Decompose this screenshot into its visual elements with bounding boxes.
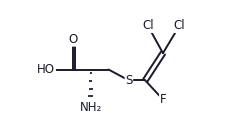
Text: HO: HO [37, 63, 55, 76]
Text: O: O [68, 33, 78, 46]
Text: Cl: Cl [173, 19, 185, 32]
Text: F: F [160, 93, 166, 106]
Text: Cl: Cl [142, 19, 154, 32]
Text: S: S [125, 74, 133, 87]
Text: Cl: Cl [142, 19, 154, 32]
Text: F: F [160, 93, 166, 106]
Text: HO: HO [37, 63, 55, 76]
Text: S: S [125, 74, 133, 87]
Text: Cl: Cl [173, 19, 185, 32]
Text: O: O [68, 33, 78, 46]
Text: NH₂: NH₂ [80, 101, 102, 114]
Text: NH₂: NH₂ [80, 101, 102, 114]
